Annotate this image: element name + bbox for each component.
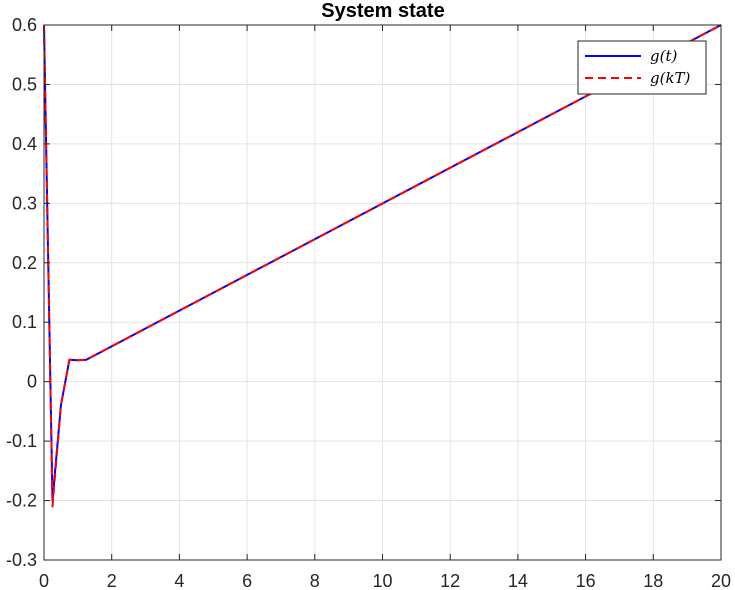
series-group (43, 24, 722, 508)
y-tick-label: -0.3 (6, 550, 37, 570)
y-tick-label: 0.3 (12, 193, 37, 213)
x-tick-label: 6 (242, 571, 252, 590)
y-tick-label: 0.1 (12, 312, 37, 332)
legend: g(t) g(kT) (577, 40, 707, 95)
x-tick-label: 10 (372, 571, 392, 590)
x-tick-label: 4 (174, 571, 184, 590)
x-tick-label: 14 (508, 571, 528, 590)
y-tick-label: -0.2 (6, 491, 37, 511)
x-tick-label: 2 (107, 571, 117, 590)
x-tick-label: 18 (643, 571, 663, 590)
legend-label-g-t: g(t) (650, 47, 677, 65)
y-tick-label: 0.4 (12, 134, 37, 154)
y-tick-label: 0 (27, 372, 37, 392)
y-tick-label: -0.1 (6, 431, 37, 451)
legend-label-g-kT: g(kT) (650, 69, 691, 87)
x-tick-label: 16 (576, 571, 596, 590)
x-tick-label: 12 (440, 571, 460, 590)
x-tick-label: 20 (711, 571, 731, 590)
chart-title: System state (321, 0, 444, 22)
x-tick-label: 8 (310, 571, 320, 590)
y-axis: -0.3 -0.2 -0.1 0 0.1 0.2 0.3 0.4 0.5 0.6 (6, 15, 721, 570)
y-tick-label: 0.2 (12, 253, 37, 273)
y-tick-label: 0.5 (12, 74, 37, 94)
legend-box (577, 40, 707, 95)
x-tick-label: 0 (39, 571, 49, 590)
grid-lines (43, 24, 722, 561)
x-axis: 0 2 4 6 8 10 12 14 16 18 20 (39, 25, 731, 590)
y-tick-label: 0.6 (12, 15, 37, 35)
series-line-g-kT (43, 24, 722, 508)
